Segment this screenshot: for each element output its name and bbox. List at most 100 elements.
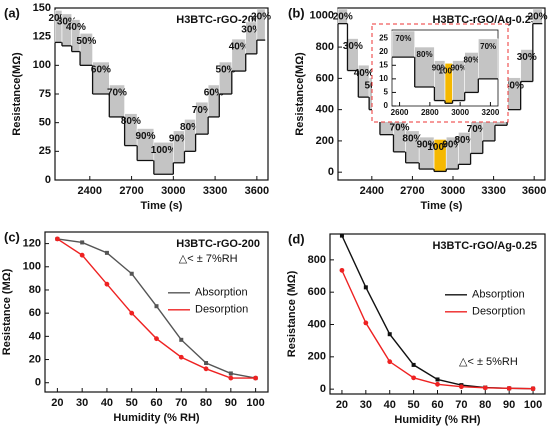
x-tick-label: 20: [51, 397, 63, 409]
step-label: 40%: [504, 80, 524, 91]
marker: [228, 375, 234, 381]
x-tick-label: 60: [150, 397, 162, 409]
step-label: 90%: [442, 140, 462, 151]
chart-title: H3BTC-rGO-200: [176, 14, 260, 26]
y-axis-label: Resistance (MΩ): [1, 268, 13, 355]
y-tick-label: 10: [379, 74, 388, 83]
legend-label: Desorption: [472, 306, 525, 318]
y-tick-label: 0: [384, 101, 389, 110]
step-label: 70%: [192, 105, 212, 116]
step-label: 30%: [241, 25, 261, 36]
step-label: 20%: [251, 12, 271, 23]
marker: [339, 233, 344, 238]
step-label: 90%: [135, 131, 155, 142]
step-label: 40%: [354, 68, 374, 79]
x-tick-label: 60: [431, 399, 443, 411]
y-tick-label: 40: [29, 330, 41, 342]
marker: [253, 375, 259, 381]
step-label: 70%: [107, 88, 127, 99]
legend-label: Desorption: [195, 304, 248, 316]
y-tick-label: 80: [29, 284, 41, 296]
x-tick-label: 40: [101, 397, 113, 409]
step-label: 60%: [204, 88, 224, 99]
x-tick-label: 2700: [400, 185, 424, 197]
step-label: 40%: [66, 22, 86, 33]
x-tick-label: 40: [384, 399, 396, 411]
marker: [387, 359, 393, 365]
chart-title: H3BTC-rGO-200: [176, 238, 260, 250]
panel-label: (d): [288, 231, 305, 246]
x-axis-label: Time (s): [421, 200, 463, 212]
step-label: 70%: [467, 124, 487, 135]
y-tick-label: 1000: [310, 10, 334, 22]
marker: [204, 361, 209, 366]
y-tick-label: 200: [316, 135, 334, 147]
x-tick-label: 100: [246, 397, 264, 409]
chart-title: H3BTC-rGO/Ag-0.25: [432, 14, 537, 26]
step-label: 100%: [439, 66, 459, 75]
y-tick-label: 120: [23, 238, 41, 250]
step-label: 70%: [390, 122, 410, 133]
step-label: 80%: [417, 50, 433, 59]
plot-frame: [337, 7, 546, 181]
y-tick-label: 0: [320, 383, 326, 395]
x-tick-label: 100: [524, 399, 542, 411]
marker: [363, 320, 369, 326]
y-tick-label: 400: [316, 104, 334, 116]
step-label: 90%: [451, 64, 467, 73]
x-tick-label: 2400: [78, 185, 102, 197]
step-label: 90%: [169, 133, 189, 144]
marker: [506, 385, 512, 391]
marker: [411, 375, 417, 381]
x-tick-label: 2700: [119, 185, 143, 197]
x-tick-label: 90: [503, 399, 515, 411]
y-tick-label: 0: [328, 166, 334, 178]
marker: [339, 267, 345, 273]
x-tick-label: 3600: [245, 185, 269, 197]
step-label: 20%: [528, 12, 548, 23]
step-label: 40%: [229, 42, 249, 53]
step-label: 80%: [402, 133, 422, 144]
panel-label: (b): [288, 5, 305, 20]
marker: [228, 371, 233, 376]
x-axis-label: Humidity (% RH): [113, 412, 200, 424]
step-label: 90%: [432, 64, 448, 73]
x-tick-label: 50: [126, 397, 138, 409]
y-axis-label: Resistance(MΩ): [11, 52, 23, 136]
marker: [129, 310, 135, 316]
y-tick-label: 800: [316, 41, 334, 53]
step-label: 80%: [180, 122, 200, 133]
x-tick-label: 3000: [451, 108, 469, 117]
step-label: 70%: [395, 34, 411, 43]
marker: [104, 250, 109, 255]
y-tick-label: 50: [39, 117, 51, 129]
marker: [435, 381, 440, 387]
y-tick-label: 600: [316, 72, 334, 84]
y-tick-label: 150: [33, 2, 51, 14]
marker: [363, 285, 368, 290]
x-tick-label: 80: [200, 397, 212, 409]
marker: [178, 354, 184, 360]
marker: [203, 366, 209, 372]
panel-label: (a): [4, 5, 20, 20]
x-tick-label: 3600: [522, 185, 546, 197]
marker: [179, 337, 184, 342]
step-label: 80%: [463, 56, 479, 65]
step-label: 30%: [57, 16, 77, 27]
x-tick-label: 3200: [482, 108, 500, 117]
step-label: 60%: [91, 65, 111, 76]
step-label: 20%: [333, 12, 353, 23]
step-label: 20%: [48, 13, 68, 24]
x-tick-label: 30: [360, 399, 372, 411]
x-tick-label: 2400: [360, 185, 384, 197]
y-tick-label: 25: [379, 33, 388, 42]
y-tick-label: 20: [379, 47, 388, 56]
y-axis-label: Resistance (MΩ): [286, 270, 298, 357]
y-tick-label: 15: [379, 60, 388, 69]
step-label: 50%: [76, 36, 96, 47]
x-axis-label: Time (s): [141, 200, 183, 212]
step-label: 30%: [517, 52, 537, 63]
marker: [154, 336, 159, 342]
x-tick-label: 30: [76, 397, 88, 409]
